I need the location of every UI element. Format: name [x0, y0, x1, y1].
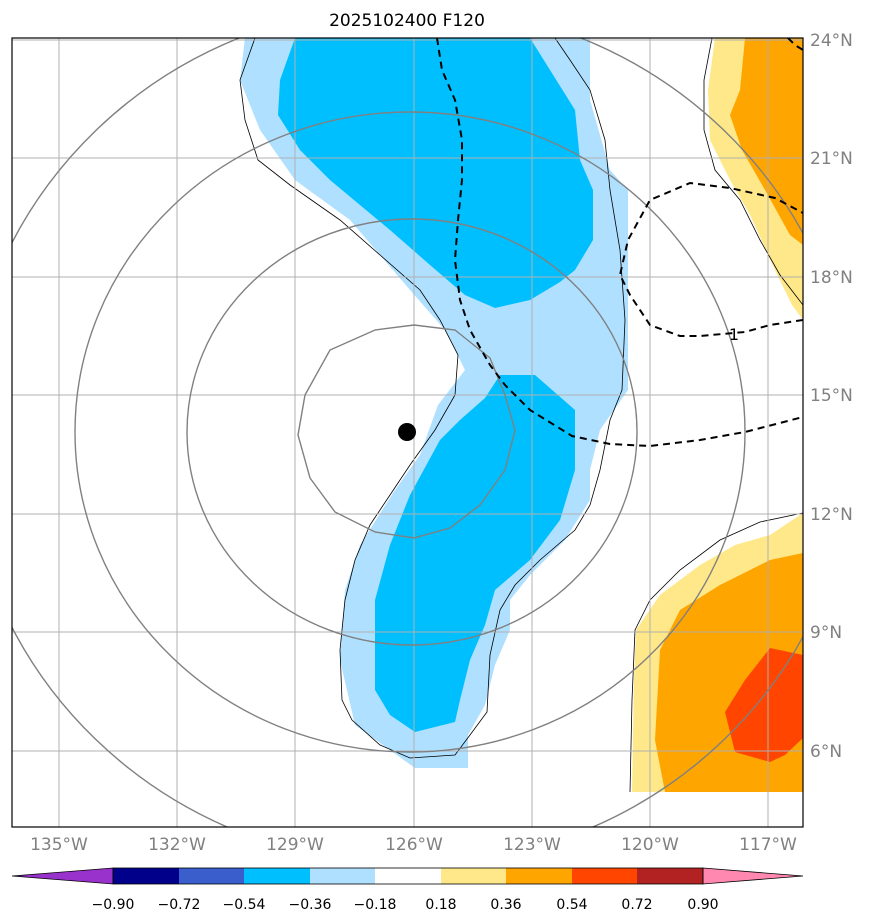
range-ring-1 — [297, 324, 516, 539]
positive-anomaly-se-max — [725, 648, 803, 762]
lon-label-123w: 123°W — [503, 835, 561, 855]
colorbar-tick-7: 0.36 — [490, 897, 521, 913]
dashed-contour-loop — [618, 181, 803, 337]
colorbar-bin-7 — [506, 868, 572, 884]
lon-label-132w: 132°W — [148, 835, 206, 855]
negative-anomaly-south-core — [375, 375, 575, 732]
longitude-axis: 135°W 132°W 129°W 126°W 123°W 120°W 117°… — [30, 835, 797, 855]
colorbar-bin-5 — [375, 868, 441, 884]
colorbar-tick-1: −0.90 — [92, 897, 135, 913]
colorbar-bin-9 — [637, 868, 703, 884]
lat-label-18n: 18°N — [810, 268, 853, 288]
lon-label-135w: 135°W — [30, 835, 88, 855]
colorbar-tick-3: −0.54 — [223, 897, 266, 913]
colorbar-tick-6: 0.18 — [425, 897, 456, 913]
dashed-contours — [436, 38, 803, 448]
positive-anomaly-ne-core — [730, 38, 803, 245]
gridlines — [12, 38, 803, 827]
colorbar-bin-2 — [179, 868, 244, 884]
thin-contour-outline-west — [239, 38, 626, 759]
dashed-contour-label: 1 — [729, 325, 739, 344]
lon-label-120w: 120°W — [621, 835, 679, 855]
colorbar: −0.90 −0.72 −0.54 −0.36 −0.18 0.18 0.36 … — [11, 867, 804, 913]
lon-label-129w: 129°W — [266, 835, 324, 855]
lon-label-126w: 126°W — [385, 835, 443, 855]
lon-label-117w: 117°W — [739, 835, 797, 855]
lat-label-12n: 12°N — [810, 505, 853, 525]
range-ring-3 — [74, 111, 746, 753]
lat-label-9n: 9°N — [810, 623, 842, 643]
plot-area: 1 — [12, 38, 803, 827]
plot-frame — [11, 37, 804, 828]
colorbar-tick-8: 0.54 — [556, 897, 587, 913]
colorbar-tick-5: −0.18 — [354, 897, 397, 913]
colorbar-tick-10: 0.90 — [687, 897, 718, 913]
thin-contour-outline-se — [629, 512, 803, 793]
lat-label-21n: 21°N — [810, 149, 853, 169]
colorbar-extend-low — [11, 867, 114, 885]
dashed-contour-trough — [436, 38, 803, 448]
lat-label-24n: 24°N — [810, 31, 853, 51]
storm-center-marker — [398, 423, 416, 441]
lat-label-15n: 15°N — [810, 386, 853, 406]
colorbar-tick-9: 0.72 — [621, 897, 652, 913]
colorbar-bin-1 — [113, 868, 179, 884]
colorbar-bin-3 — [244, 868, 310, 884]
colorbar-tick-2: −0.72 — [158, 897, 201, 913]
range-rings — [12, 38, 803, 827]
colorbar-extend-high — [702, 867, 804, 885]
colorbar-tick-4: −0.36 — [289, 897, 332, 913]
latitude-axis: 24°N 21°N 18°N 15°N 12°N 9°N 6°N — [810, 31, 853, 762]
negative-anomaly-north-core — [278, 38, 593, 308]
dashed-contour-ne-corner — [787, 38, 803, 51]
thin-contour-outline-ne — [703, 38, 803, 306]
colorbar-bin-8 — [572, 868, 637, 884]
colorbar-frame — [112, 867, 704, 885]
colorbar-bin-4 — [310, 868, 375, 884]
colorbar-bin-6 — [441, 868, 506, 884]
map-title: 2025102400 F120 — [329, 11, 485, 31]
range-ring-2 — [186, 218, 638, 646]
lat-label-6n: 6°N — [810, 742, 842, 762]
